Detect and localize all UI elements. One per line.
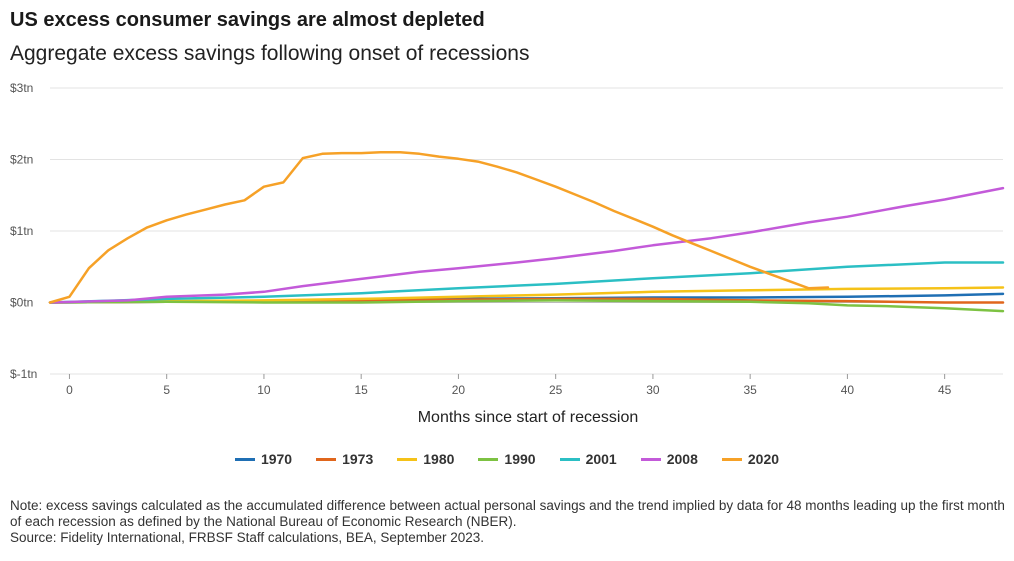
series-line-1990	[48, 299, 1005, 313]
legend-swatch	[478, 457, 499, 461]
chart-subtitle: Aggregate excess savings following onset…	[10, 42, 530, 65]
series-line-2008	[48, 186, 1005, 304]
legend-item-1990[interactable]: 1990	[478, 451, 536, 467]
series-line-2020	[48, 151, 830, 304]
legend-label: 2020	[747, 451, 780, 467]
legend-swatch	[234, 457, 255, 461]
x-tick-label: 25	[549, 383, 563, 397]
legend-label: 1973	[342, 451, 374, 467]
x-tick-label: 30	[646, 383, 660, 397]
x-axis-title: Months since start of recession	[418, 409, 639, 426]
source-text: Source: Fidelity International, FRBSF St…	[10, 530, 484, 545]
series-lines	[48, 151, 1005, 313]
legend-item-1970[interactable]: 1970	[234, 451, 293, 467]
legend-swatch	[316, 457, 337, 461]
legend-item-2001[interactable]: 2001	[559, 451, 617, 467]
y-axis: $-1tn $0tn $1tn $2tn $3tn	[10, 81, 37, 381]
legend-item-1980[interactable]: 1980	[397, 451, 454, 467]
legend-swatch	[721, 457, 742, 461]
legend-item-2020[interactable]: 2020	[721, 451, 780, 467]
note-text: Note: excess savings calculated as the a…	[10, 498, 1005, 529]
chart-title: US excess consumer savings are almost de…	[10, 9, 485, 31]
x-tick-label: 35	[743, 383, 757, 397]
legend-label: 1980	[423, 451, 455, 467]
y-tick-label: $3tn	[10, 81, 33, 95]
x-tick-label: 45	[938, 383, 952, 397]
legend-swatch	[559, 457, 580, 461]
x-tick-label: 20	[452, 383, 466, 397]
grid-lines	[50, 87, 1003, 375]
x-axis: 0 5 10 15 20 25 30 35 40 45	[66, 374, 952, 397]
y-tick-label: $2tn	[10, 153, 33, 167]
x-tick-label: 10	[257, 383, 271, 397]
legend-swatch	[640, 457, 661, 461]
legend-label: 2008	[666, 451, 698, 467]
legend: 1970 1973 1980 1990 2001 2008 2020	[0, 451, 1014, 467]
legend-label: 1990	[504, 451, 536, 467]
y-tick-label: $1tn	[10, 224, 33, 238]
legend-item-1973[interactable]: 1973	[316, 451, 373, 467]
line-chart: $-1tn $0tn $1tn $2tn $3tn 0 5 10 15 20 25 30 35 40 45…	[10, 81, 1005, 426]
y-tick-label: $-1tn	[10, 367, 37, 381]
x-tick-label: 15	[355, 383, 369, 397]
legend-label: 1970	[260, 451, 293, 467]
series-line-1980	[48, 286, 1005, 304]
legend-item-2008[interactable]: 2008	[640, 451, 698, 467]
legend-label: 2001	[585, 451, 617, 467]
x-tick-label: 5	[163, 383, 170, 397]
x-tick-label: 40	[841, 383, 855, 397]
legend-swatch	[397, 457, 418, 461]
series-line-2001	[48, 261, 1005, 304]
y-tick-label: $0tn	[10, 296, 33, 310]
x-tick-label: 0	[66, 383, 73, 397]
footnote: Note: excess savings calculated as the a…	[10, 498, 1005, 546]
